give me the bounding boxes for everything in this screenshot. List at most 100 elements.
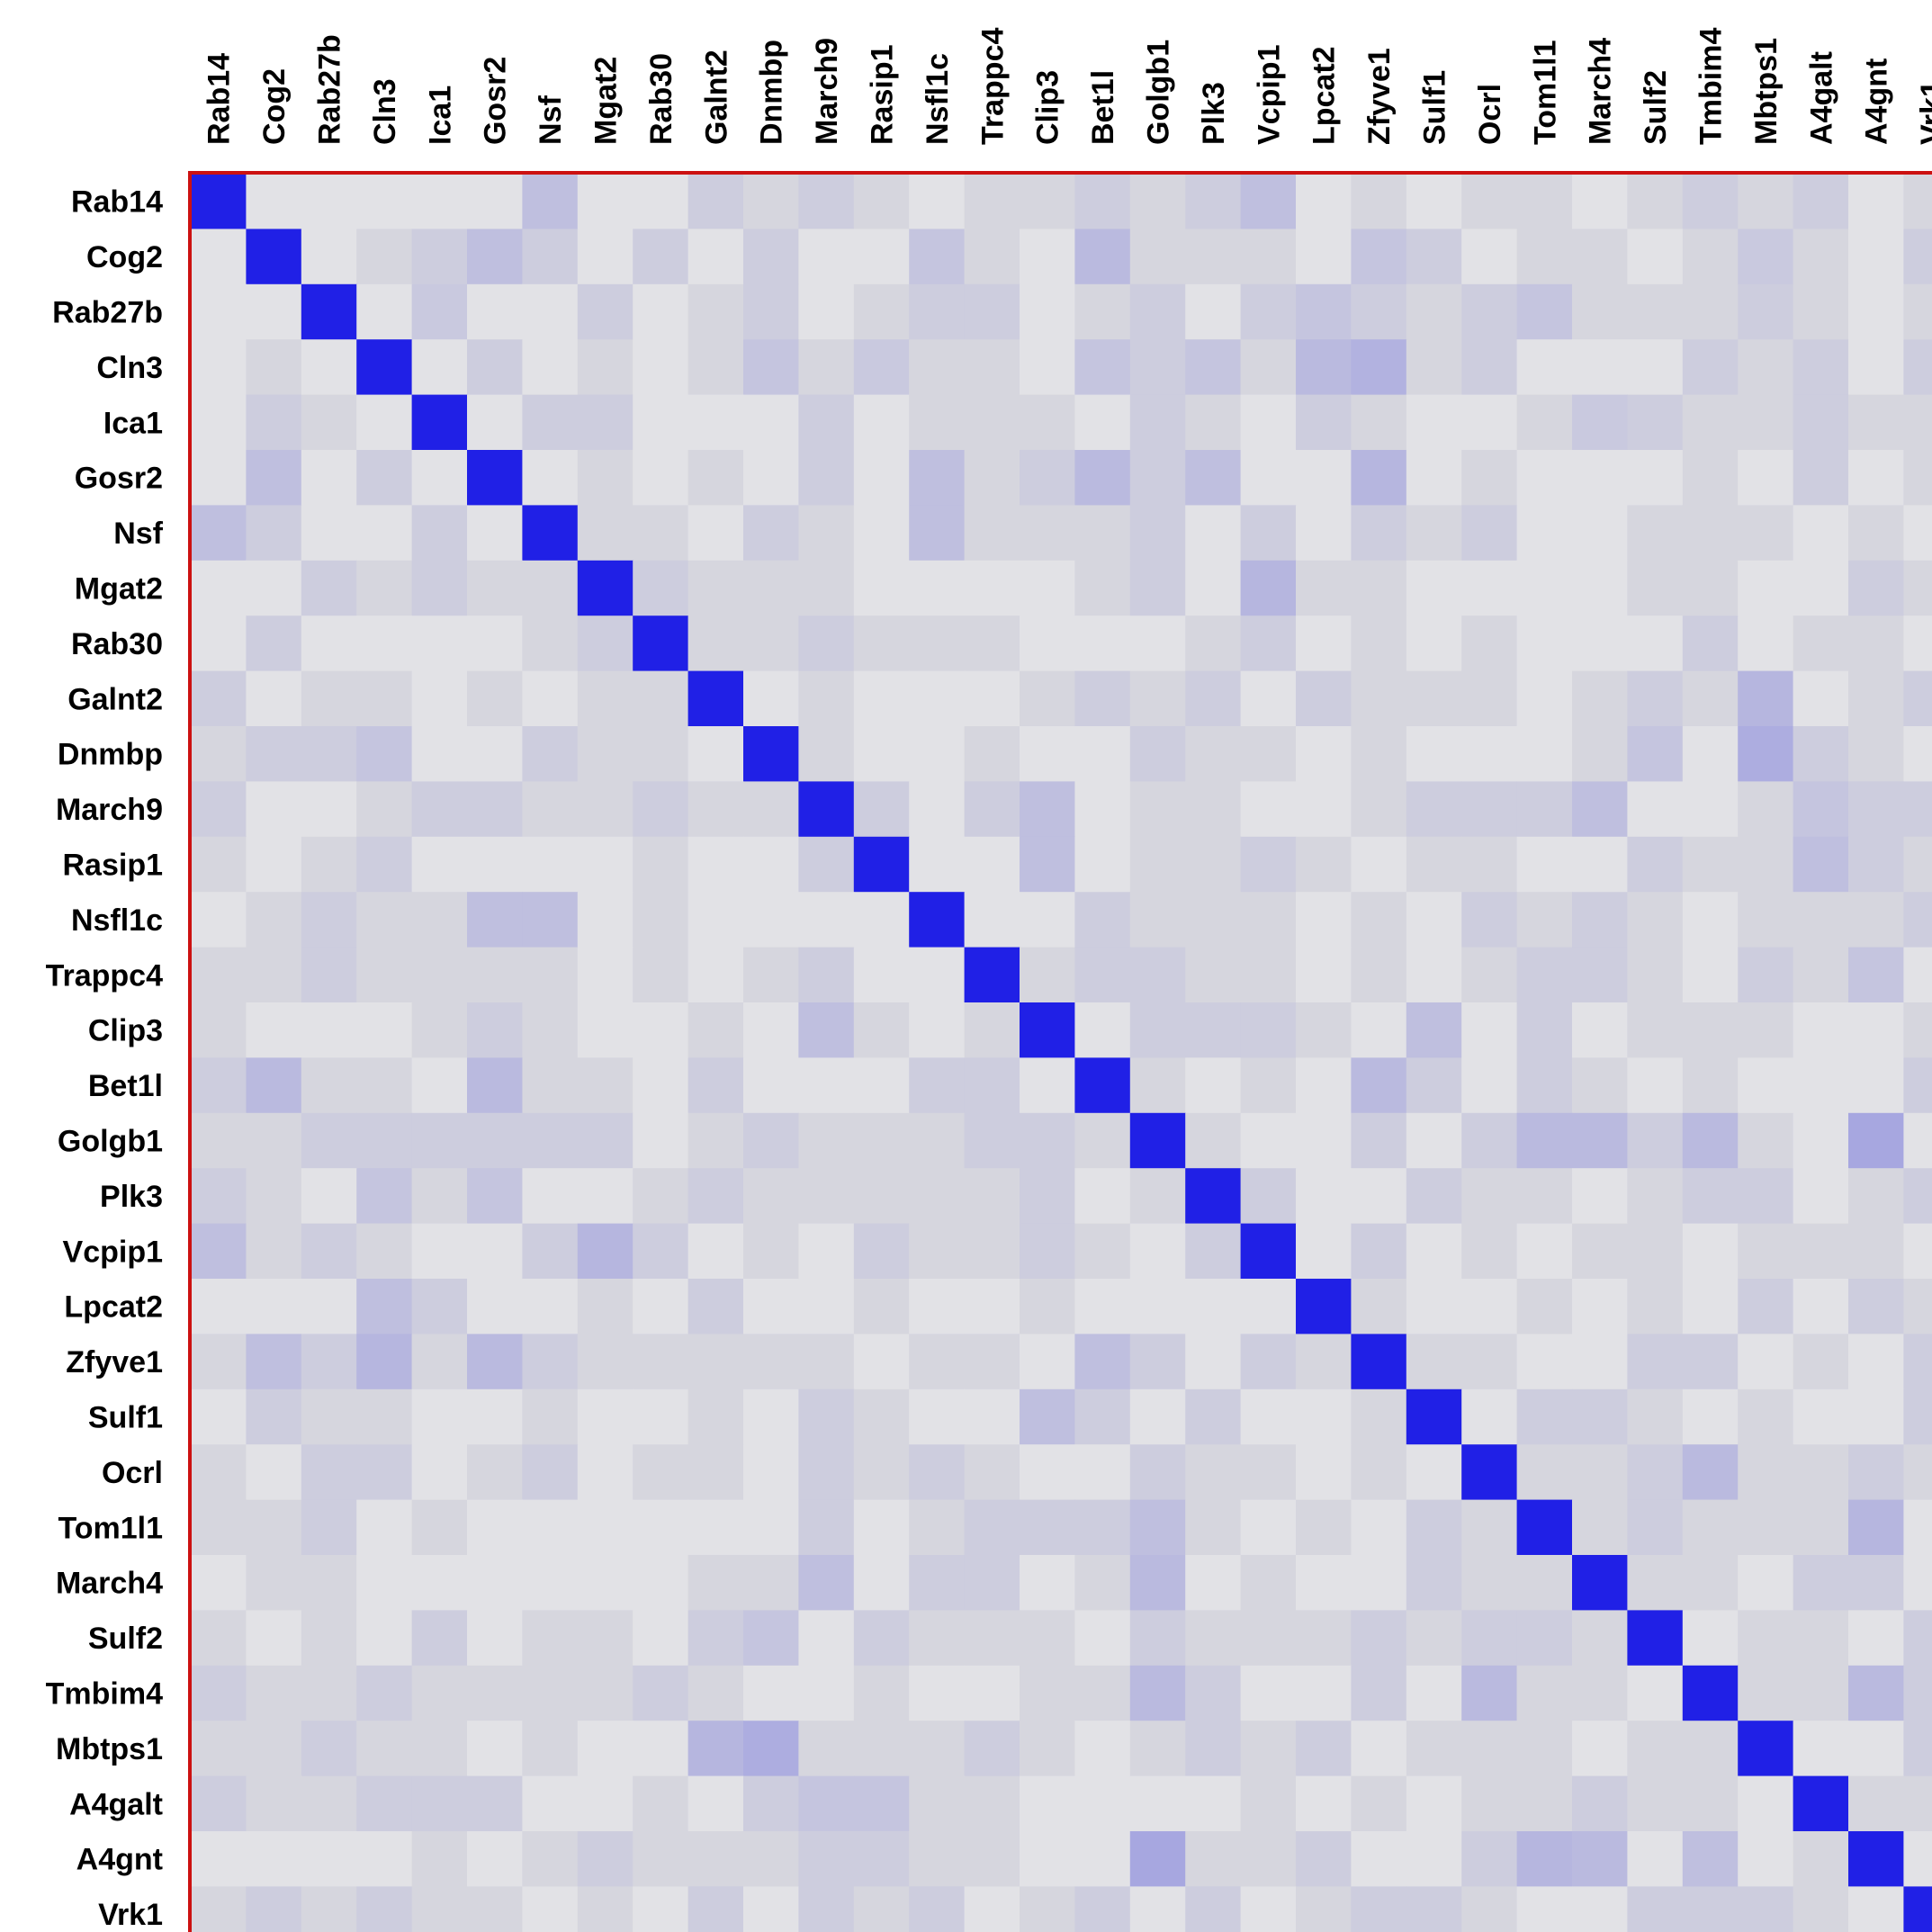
- heatmap-cell-Nsf-Cln3: [356, 505, 413, 562]
- heatmap-cell-Dnmbp-Trappc4: [964, 726, 1020, 782]
- heatmap-cell-Vcpip1-Ocrl: [1461, 1223, 1518, 1280]
- heatmap-cell-Trappc4-March9: [798, 947, 855, 1003]
- heatmap-cell-Lpcat2-Trappc4: [964, 1279, 1020, 1334]
- heatmap-cell-Tmbim4-Ica1: [411, 1665, 468, 1721]
- heatmap-cell-Vrk1-Tom1l1: [1516, 1886, 1573, 1932]
- heatmap-cell-Vrk1-Rab30: [633, 1886, 689, 1932]
- heatmap-cell-Ocrl-Sulf2: [1627, 1444, 1684, 1501]
- heatmap-cell-Cog2-Nsfl1c: [909, 229, 966, 285]
- heatmap-cell-Cog2-Sulf2: [1627, 229, 1684, 285]
- heatmap-cell-A4galt-Tmbim4: [1682, 1775, 1739, 1832]
- heatmap-cell-Plk3-Cog2: [246, 1168, 302, 1225]
- heatmap-cell-Lpcat2-Sulf2: [1627, 1279, 1684, 1334]
- heatmap-cell-Nsf-Vrk1: [1903, 505, 1932, 562]
- column-label-Gosr2: Gosr2: [479, 57, 513, 145]
- heatmap-cell-Vrk1-Dnmbp: [743, 1886, 799, 1932]
- heatmap-cell-Rab30-Ica1: [411, 616, 468, 672]
- heatmap-cell-Rab27b-Nsf: [522, 283, 579, 340]
- heatmap-cell-Ica1-Cln3: [356, 394, 413, 451]
- heatmap-cell-Gosr2-Ocrl: [1461, 450, 1518, 506]
- heatmap-cell-Mgat2-Rab27b: [301, 560, 357, 616]
- heatmap-cell-Tmbim4-Plk3: [1185, 1665, 1242, 1721]
- heatmap-cell-A4galt-Tom1l1: [1516, 1775, 1573, 1832]
- heatmap-cell-Mbtps1-A4gnt: [1848, 1721, 1904, 1777]
- row-label-March9: March9: [56, 793, 163, 827]
- heatmap-cell-Ica1-Bet1l: [1074, 394, 1131, 451]
- heatmap-cell-March9-Nsfl1c: [909, 781, 966, 838]
- heatmap-cell-Vrk1-Rasip1: [853, 1886, 910, 1932]
- heatmap-cell-Sulf1-Sulf1: [1406, 1388, 1462, 1445]
- heatmap-cell-Cln3-Gosr2: [467, 339, 523, 396]
- heatmap-cell-Vcpip1-Dnmbp: [743, 1223, 799, 1280]
- heatmap-cell-Sulf2-Mbtps1: [1738, 1610, 1794, 1667]
- heatmap-cell-Mbtps1-Nsf: [522, 1721, 579, 1777]
- heatmap-cell-Bet1l-Mbtps1: [1738, 1057, 1794, 1114]
- heatmap-cell-Cog2-Vcpip1: [1240, 229, 1297, 285]
- heatmap-cell-Tmbim4-Tmbim4: [1682, 1665, 1739, 1721]
- heatmap-cell-Rasip1-Ica1: [411, 836, 468, 893]
- heatmap-cell-Mgat2-March9: [798, 560, 855, 616]
- heatmap-cell-Gosr2-Sulf1: [1406, 450, 1462, 506]
- heatmap-cell-Plk3-Bet1l: [1074, 1168, 1131, 1225]
- heatmap-cell-Galnt2-March4: [1572, 670, 1628, 727]
- heatmap-cell-Tmbim4-Mbtps1: [1738, 1665, 1794, 1721]
- heatmap-cell-Golgb1-Cln3: [356, 1112, 413, 1169]
- heatmap-cell-Galnt2-Rasip1: [853, 670, 910, 727]
- heatmap-cell-Rasip1-Clip3: [1020, 836, 1075, 893]
- heatmap-cell-Clip3-Bet1l: [1074, 1002, 1131, 1058]
- heatmap-cell-Zfyve1-Trappc4: [964, 1334, 1020, 1390]
- heatmap-cell-A4gnt-Nsf: [522, 1831, 579, 1887]
- heatmap-cell-Ica1-Cog2: [246, 394, 302, 451]
- heatmap-cell-Vcpip1-Cog2: [246, 1223, 302, 1280]
- heatmap-cell-Vcpip1-Ica1: [411, 1223, 468, 1280]
- heatmap-cell-Rab14-Vrk1: [1903, 174, 1932, 229]
- heatmap-cell-March4-Nsf: [522, 1555, 579, 1611]
- heatmap-cell-Ocrl-Gosr2: [467, 1444, 523, 1501]
- heatmap-cell-Sulf1-Rab30: [633, 1388, 689, 1445]
- heatmap-cell-Nsf-Tmbim4: [1682, 505, 1739, 562]
- heatmap-cell-Cln3-Ica1: [411, 339, 468, 396]
- heatmap-cell-Vcpip1-Rab30: [633, 1223, 689, 1280]
- heatmap-cell-Gosr2-March4: [1572, 450, 1628, 506]
- heatmap-cell-Tmbim4-Gosr2: [467, 1665, 523, 1721]
- heatmap-cell-Gosr2-Rab14: [191, 450, 247, 506]
- heatmap-cell-Ocrl-Rab27b: [301, 1444, 357, 1501]
- column-label-Cln3: Cln3: [368, 78, 402, 145]
- heatmap-cell-Rab30-March9: [798, 616, 855, 672]
- heatmap-cell-Tmbim4-Nsf: [522, 1665, 579, 1721]
- heatmap-cell-Cln3-Sulf2: [1627, 339, 1684, 396]
- heatmap-cell-Cln3-Mgat2: [577, 339, 634, 396]
- heatmap-cell-Sulf2-Rab14: [191, 1610, 247, 1667]
- heatmap-cell-A4gnt-A4gnt: [1848, 1831, 1904, 1887]
- heatmap-cell-Cln3-Tom1l1: [1516, 339, 1573, 396]
- heatmap-cell-Rab27b-Lpcat2: [1296, 283, 1352, 340]
- heatmap-cell-Ica1-Trappc4: [964, 394, 1020, 451]
- heatmap-cell-Nsfl1c-Nsf: [522, 892, 579, 948]
- heatmap-cell-March9-Mbtps1: [1738, 781, 1794, 838]
- heatmap-cell-Mgat2-Galnt2: [687, 560, 744, 616]
- heatmap-cell-Bet1l-Golgb1: [1129, 1057, 1186, 1114]
- heatmap-cell-Rasip1-Rasip1: [853, 836, 910, 893]
- heatmap-cell-Zfyve1-Zfyve1: [1351, 1334, 1407, 1390]
- heatmap-cell-Nsfl1c-Ica1: [411, 892, 468, 948]
- heatmap-cell-Sulf1-Golgb1: [1129, 1388, 1186, 1445]
- heatmap-cell-Mgat2-Golgb1: [1129, 560, 1186, 616]
- heatmap-cell-Nsf-Vcpip1: [1240, 505, 1297, 562]
- heatmap-cell-Cog2-Mgat2: [577, 229, 634, 285]
- heatmap-cell-Sulf2-Mgat2: [577, 1610, 634, 1667]
- heatmap-cell-Plk3-Vrk1: [1903, 1168, 1932, 1225]
- heatmap-cell-Vcpip1-Zfyve1: [1351, 1223, 1407, 1280]
- heatmap-cell-Bet1l-Rab14: [191, 1057, 247, 1114]
- heatmap-cell-Tmbim4-Zfyve1: [1351, 1665, 1407, 1721]
- heatmap-cell-Rab27b-Tmbim4: [1682, 283, 1739, 340]
- heatmap-cell-Rasip1-Vcpip1: [1240, 836, 1297, 893]
- heatmap-cell-Vrk1-Vrk1: [1903, 1886, 1932, 1932]
- heatmap-cell-Cog2-Lpcat2: [1296, 229, 1352, 285]
- heatmap-cell-Trappc4-Nsfl1c: [909, 947, 966, 1003]
- heatmap-cell-A4galt-Vcpip1: [1240, 1775, 1297, 1832]
- heatmap-cell-Rasip1-Lpcat2: [1296, 836, 1352, 893]
- heatmap-cell-Tmbim4-Sulf2: [1627, 1665, 1684, 1721]
- heatmap-cell-Rab27b-Sulf2: [1627, 283, 1684, 340]
- column-label-Nsfl1c: Nsfl1c: [921, 53, 955, 145]
- heatmap-cell-Mgat2-Ocrl: [1461, 560, 1518, 616]
